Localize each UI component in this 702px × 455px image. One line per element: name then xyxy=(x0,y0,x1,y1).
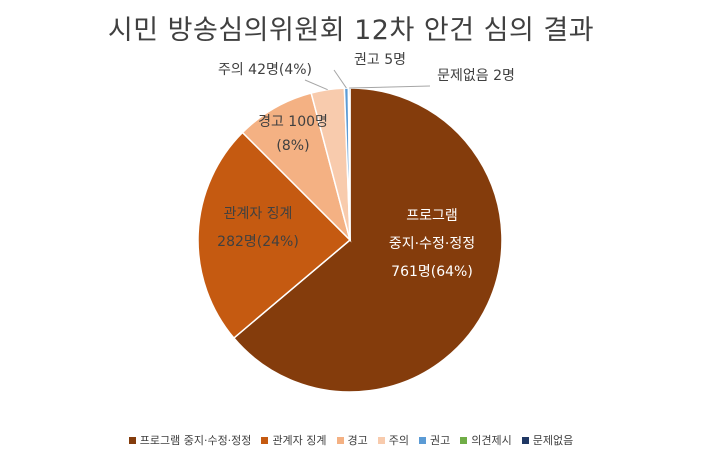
legend-swatch xyxy=(419,436,427,444)
legend-label: 주의 xyxy=(388,434,410,447)
chart-title: 시민 방송심의위원회 12차 안건 심의 결과 xyxy=(107,15,595,46)
data-label-line: 프로그램 xyxy=(406,208,458,224)
legend-item-0: 프로그램 중지·수정·정정 xyxy=(128,432,252,448)
legend-swatch xyxy=(336,436,344,444)
data-label-line: 경고 100명 xyxy=(258,114,328,130)
legend-swatch xyxy=(521,436,529,444)
data-label-1: 관계자 징계 282명(24%) xyxy=(217,206,299,250)
data-label-line: 문제없음 2명 xyxy=(437,68,515,84)
pie-slices xyxy=(197,87,503,393)
legend-label: 경고 xyxy=(347,434,368,447)
legend-item-4: 권고 xyxy=(419,432,450,448)
data-label-line: 권고 5명 xyxy=(354,52,406,68)
legend-label: 프로그램 중지·수정·정정 xyxy=(139,434,252,447)
legend-label: 의견제시 xyxy=(471,434,512,447)
legend-swatch xyxy=(377,436,385,444)
legend-item-3: 주의 xyxy=(377,432,410,448)
legend-label: 관계자 징계 xyxy=(272,434,327,447)
legend-item-1: 관계자 징계 xyxy=(261,432,327,448)
leader-line-4 xyxy=(333,69,347,89)
legend-label: 문제없음 xyxy=(532,434,574,447)
data-label-line: 주의 42명(4%) xyxy=(218,62,312,78)
legend-item-2: 경고 xyxy=(336,432,368,448)
data-label-4: 권고 5명 xyxy=(354,52,406,68)
data-label-2: 경고 100명 (8%) xyxy=(258,114,328,154)
data-label-line: 중지·수정·정정 xyxy=(389,236,475,252)
legend-item-5: 의견제시 xyxy=(460,432,512,448)
legend-swatch xyxy=(460,436,468,444)
leader-line-3 xyxy=(304,79,328,91)
leader-line-6 xyxy=(349,85,431,89)
data-label-line: (8%) xyxy=(276,138,309,154)
pie-slice-1 xyxy=(197,131,352,340)
legend-item-6: 문제없음 xyxy=(521,432,574,448)
legend-swatch xyxy=(261,436,269,444)
data-label-3: 주의 42명(4%) xyxy=(218,62,312,78)
data-label-6: 문제없음 2명 xyxy=(437,68,515,84)
data-label-line: 761명(64%) xyxy=(391,264,473,280)
data-label-line: 관계자 징계 xyxy=(224,206,293,222)
pie-slice-0 xyxy=(232,87,503,393)
legend-swatch xyxy=(128,436,136,444)
legend-label: 권고 xyxy=(430,434,451,447)
data-label-line: 282명(24%) xyxy=(217,234,299,250)
chart-legend: 프로그램 중지·수정·정정 관계자 징계 경고 주의 권고 의견제시 문제없음 xyxy=(0,432,702,448)
